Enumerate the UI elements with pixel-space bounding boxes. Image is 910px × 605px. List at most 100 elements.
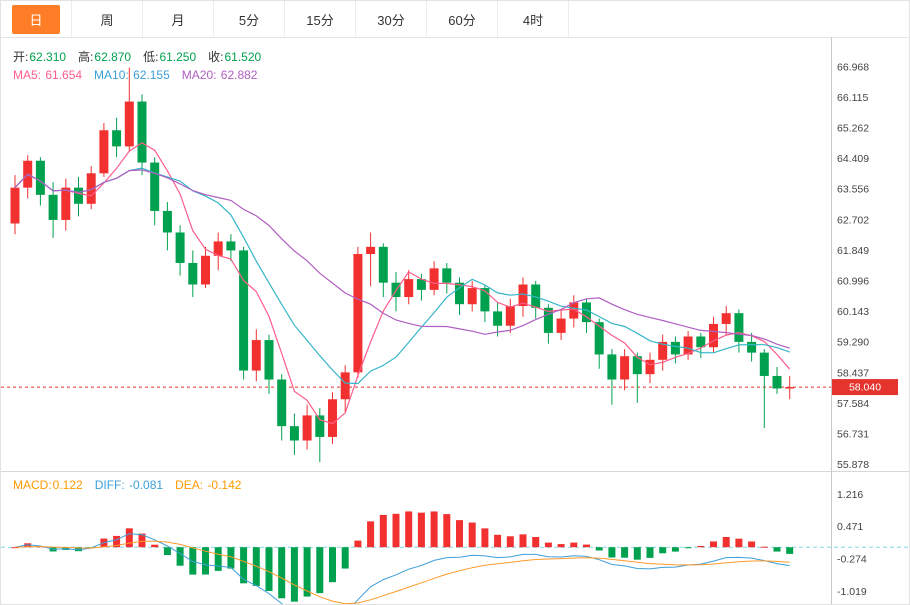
macd-bar <box>506 536 514 548</box>
macd-bar <box>430 511 438 548</box>
macd-bar <box>125 528 133 548</box>
tab-week[interactable]: 周 <box>72 1 143 37</box>
macd-bar <box>633 547 641 560</box>
candle <box>607 349 617 405</box>
macd-bar <box>214 547 222 571</box>
candle <box>213 232 223 271</box>
candle <box>505 298 515 333</box>
macd-bar <box>557 544 565 548</box>
tab-label: 周 <box>100 12 114 28</box>
macd-bar <box>671 547 679 552</box>
candle <box>302 404 312 450</box>
candle <box>569 295 579 328</box>
candle <box>353 246 363 378</box>
macd-bar <box>405 511 413 548</box>
macd-bar <box>481 528 489 548</box>
tab-label: 日 <box>12 4 60 34</box>
tab-month[interactable]: 月 <box>143 1 214 37</box>
candle <box>556 309 566 341</box>
macd-bar <box>240 547 248 584</box>
price-axis-label: 65.262 <box>837 123 869 135</box>
macd-bar <box>697 545 705 548</box>
candle <box>112 117 122 158</box>
macd-bar <box>176 547 184 566</box>
candle <box>683 331 693 360</box>
candle <box>404 270 414 305</box>
candle <box>86 166 96 210</box>
tab-30min[interactable]: 30分 <box>356 1 427 37</box>
candle <box>759 349 769 428</box>
ma10-line <box>14 167 790 385</box>
candle <box>493 302 503 337</box>
macd-bar <box>659 547 667 554</box>
ma20-line <box>14 169 790 349</box>
candle <box>709 316 718 353</box>
price-axis-label: 55.878 <box>837 459 869 471</box>
price-axis-label: 59.290 <box>837 337 869 349</box>
price-axis-label: 60.143 <box>837 306 869 318</box>
candle <box>137 94 147 176</box>
macd-axis-label: -0.274 <box>837 554 867 566</box>
macd-axis-label: 1.216 <box>837 489 863 501</box>
tab-5min[interactable]: 5分 <box>214 1 285 37</box>
candle <box>48 182 58 238</box>
candle <box>150 157 160 226</box>
price-axis-label: 61.849 <box>837 245 869 257</box>
price-axis-label: 56.731 <box>837 429 869 441</box>
candle <box>747 332 757 362</box>
candle <box>175 225 185 276</box>
tab-4hour[interactable]: 4时 <box>498 1 569 37</box>
tab-15min[interactable]: 15分 <box>285 1 356 37</box>
price-axis-label: 64.409 <box>837 153 869 165</box>
macd-bar <box>468 522 476 548</box>
candle <box>696 332 706 359</box>
candle <box>785 375 795 400</box>
price-axis-label: 62.702 <box>837 214 869 226</box>
candle <box>226 234 236 262</box>
candle <box>531 280 541 319</box>
dea-line <box>14 540 790 604</box>
macd-bar <box>278 547 286 599</box>
tab-label: 30分 <box>377 12 405 28</box>
macd-bar <box>773 547 781 552</box>
macd-bar <box>163 547 171 556</box>
candle <box>124 67 134 152</box>
candle <box>658 334 668 371</box>
macd-bar <box>570 542 578 548</box>
macd-bar <box>786 547 794 554</box>
macd-bar <box>684 547 692 549</box>
candle <box>277 374 287 441</box>
macd-bar <box>392 513 400 548</box>
timeframe-tabs: 日 周 月 5分 15分 30分 60分 4时 <box>1 1 909 38</box>
macd-bar <box>443 514 451 548</box>
tab-day[interactable]: 日 <box>1 1 72 37</box>
macd-bar <box>113 535 121 548</box>
macd-indicator-chart[interactable]: 1.216 0.471 -0.274 -1.019 <box>1 471 910 605</box>
price-axis-label: 58.437 <box>837 367 869 379</box>
macd-bar <box>417 512 425 548</box>
macd-axis-label: 0.471 <box>837 521 863 533</box>
candle <box>99 123 109 177</box>
candle <box>518 277 528 317</box>
tab-label: 5分 <box>238 12 260 28</box>
tab-label: 60分 <box>448 12 476 28</box>
last-price-tag: 58.040 <box>832 379 898 396</box>
candle <box>264 334 274 394</box>
macd-bar <box>189 547 197 575</box>
macd-bar <box>329 547 336 583</box>
candle <box>378 243 388 298</box>
main-price-chart[interactable]: 66.968 66.115 65.262 64.409 63.556 62.702 61.8… <box>1 37 910 471</box>
macd-bar <box>290 547 298 602</box>
diff-line <box>14 533 790 604</box>
macd-bar <box>75 547 82 552</box>
tab-label: 4时 <box>522 12 544 28</box>
macd-bar <box>748 541 756 548</box>
tab-label: 15分 <box>306 12 334 28</box>
candle <box>772 366 782 394</box>
macd-bar <box>303 547 311 597</box>
macd-bar <box>646 547 654 558</box>
price-axis-label: 66.968 <box>837 61 869 73</box>
candle <box>74 176 83 217</box>
candle <box>620 349 630 391</box>
tab-60min[interactable]: 60分 <box>427 1 498 37</box>
